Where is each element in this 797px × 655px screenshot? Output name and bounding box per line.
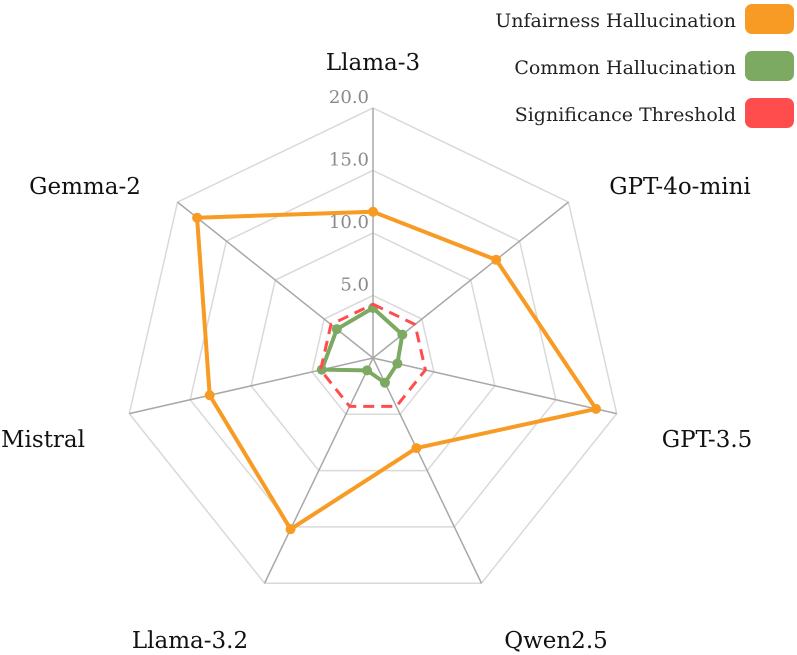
axis-label-gpt-3-5: GPT-3.5	[662, 427, 753, 453]
grid-ring-20	[128, 107, 618, 584]
legend-swatch	[745, 4, 794, 34]
legend-swatch	[745, 98, 794, 128]
series-significance-threshold	[319, 302, 427, 408]
legend-item-unfairness-hallucination: Unfairness Hallucination	[495, 4, 794, 34]
series-line	[319, 302, 427, 408]
data-point-llama-3-2	[285, 524, 296, 535]
legend-label: Significance Threshold	[515, 104, 736, 126]
tick-label: 5.0	[340, 275, 369, 296]
legend-item-common-hallucination: Common Hallucination	[514, 51, 794, 81]
data-point-gpt-3-5	[591, 403, 602, 414]
axis-label-gpt-4o-mini: GPT-4o-mini	[609, 174, 751, 200]
series-unfairness-hallucination	[192, 206, 602, 535]
legend-swatch	[745, 51, 794, 81]
data-point-mistral	[316, 364, 327, 375]
data-point-qwen2-5	[411, 443, 422, 454]
series-common-hallucination	[316, 303, 408, 388]
grid-ring-5	[311, 294, 435, 416]
tick-label: 15.0	[329, 150, 369, 171]
data-point-gpt-3-5	[392, 358, 403, 369]
data-point-llama-3-2	[362, 365, 373, 376]
axis-labels: Llama-3 GPT-4o-mini GPT-3.5 Qwen2.5 Llama-3.…	[1, 50, 752, 654]
data-point-qwen2-5	[379, 377, 390, 388]
data-point-llama-3	[368, 206, 378, 217]
spoke-llama-3-2	[263, 357, 374, 584]
data-point-gpt-4o-mini	[397, 329, 408, 340]
legend: Unfairness Hallucination Common Hallucina…	[495, 4, 794, 128]
axis-label-mistral: Mistral	[1, 427, 85, 453]
data-point-mistral	[204, 390, 215, 401]
spoke-gpt-3-5	[372, 357, 617, 415]
series-line	[319, 306, 405, 385]
legend-label: Common Hallucination	[514, 57, 736, 79]
tick-label: 10.0	[329, 212, 369, 233]
axis-label-llama-3-2: Llama-3.2	[132, 628, 248, 654]
spoke-mistral	[129, 357, 374, 415]
data-point-gemma-2	[192, 212, 203, 223]
tick-label: 20.0	[329, 87, 369, 108]
axis-label-llama-3: Llama-3	[326, 50, 420, 76]
grid-ring-10	[250, 232, 496, 472]
axis-label-qwen2-5: Qwen2.5	[504, 628, 608, 654]
series-layer	[192, 206, 602, 535]
legend-item-significance-threshold: Significance Threshold	[515, 98, 794, 128]
radial-tick-labels: 5.0 10.0 15.0 20.0	[329, 87, 369, 296]
data-point-gemma-2	[331, 324, 342, 335]
radar-grid	[128, 107, 618, 584]
spoke-qwen2-5	[372, 357, 483, 584]
legend-label: Unfairness Hallucination	[495, 10, 736, 32]
data-point-gpt-4o-mini	[491, 254, 502, 265]
axis-label-gemma-2: Gemma-2	[29, 174, 141, 200]
series-line	[195, 209, 599, 532]
grid-ring-15	[189, 169, 557, 528]
